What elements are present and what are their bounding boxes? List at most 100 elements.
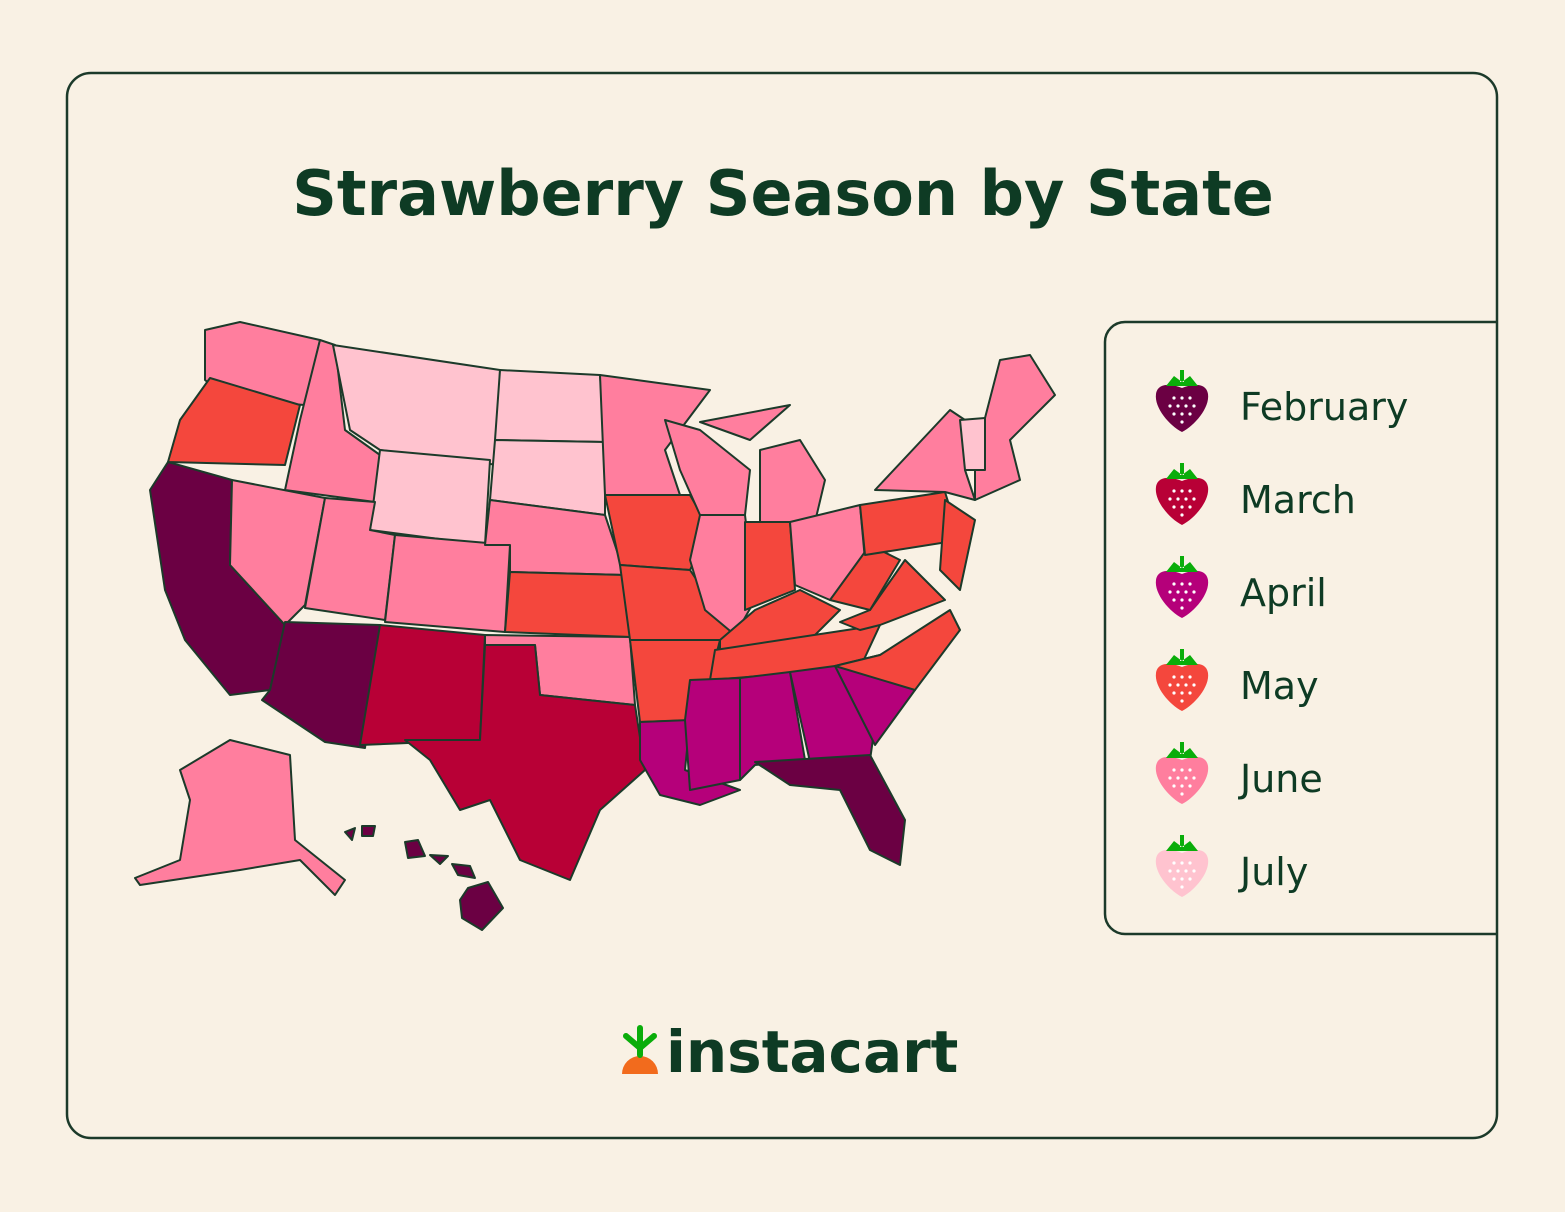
legend-label: July [1238, 850, 1308, 894]
state [459, 881, 504, 931]
strawberry-seed [1180, 489, 1184, 493]
state [599, 374, 711, 496]
strawberry-seed [1188, 768, 1192, 772]
strawberry-seed [1184, 497, 1188, 501]
state [344, 827, 356, 841]
strawberry-seed [1172, 768, 1176, 772]
strawberry-seed [1192, 869, 1196, 873]
state [974, 354, 1056, 501]
strawberry-seed [1180, 412, 1184, 416]
strawberry-icon [1155, 384, 1209, 432]
strawberry-seed [1176, 776, 1180, 780]
strawberry-seed [1184, 683, 1188, 687]
state [451, 863, 476, 879]
brand-logo: instacart [622, 1018, 958, 1086]
strawberry-icon [1155, 756, 1209, 804]
strawberry-seed [1188, 582, 1192, 586]
strawberry-seed [1180, 885, 1184, 889]
strawberry-seed [1180, 396, 1184, 400]
legend-box [1103, 320, 1497, 936]
strawberry-seed [1188, 784, 1192, 788]
strawberry-seed [1180, 861, 1184, 865]
state [404, 839, 426, 859]
legend-item: June [1155, 742, 1323, 804]
strawberry-seed [1172, 598, 1176, 602]
strawberry-leaves [1166, 370, 1198, 386]
state [699, 404, 791, 441]
state [494, 369, 606, 443]
strawberry-seed [1172, 396, 1176, 400]
strawberry-icon [1155, 849, 1209, 897]
carrot-icon [622, 1056, 658, 1074]
strawberry-seed [1184, 404, 1188, 408]
legend-label: February [1240, 385, 1408, 429]
state [834, 609, 961, 691]
legend-item: May [1155, 649, 1319, 711]
state [359, 624, 486, 746]
strawberry-seed [1192, 404, 1196, 408]
carrot-leaves [623, 1025, 657, 1058]
strawberry-seed [1192, 776, 1196, 780]
legend-item: February [1155, 370, 1408, 432]
strawberry-seed [1180, 768, 1184, 772]
strawberry-seed [1180, 420, 1184, 424]
strawberry-seed [1180, 675, 1184, 679]
strawberry-seed [1184, 590, 1188, 594]
strawberry-seed [1188, 505, 1192, 509]
strawberry-seed [1192, 683, 1196, 687]
state [744, 521, 796, 611]
strawberry-seed [1180, 784, 1184, 788]
strawberry-seed [1192, 590, 1196, 594]
state [684, 677, 741, 791]
state [959, 417, 986, 471]
frame [65, 71, 1499, 1140]
strawberry-seed [1192, 497, 1196, 501]
strawberry-seed [1176, 683, 1180, 687]
state [404, 644, 646, 881]
strawberry-seed [1176, 497, 1180, 501]
strawberry-seed [1172, 505, 1176, 509]
strawberry-seed [1188, 489, 1192, 493]
state [229, 479, 326, 626]
state [134, 739, 346, 896]
us-map [134, 321, 1056, 931]
state [754, 754, 906, 866]
strawberry-seed [1188, 396, 1192, 400]
strawberry-seed [1168, 590, 1172, 594]
state [369, 449, 491, 546]
legend-item: April [1155, 556, 1327, 618]
strawberry-seed [1180, 792, 1184, 796]
brand-name: instacart [666, 1018, 958, 1086]
strawberry-seed [1172, 877, 1176, 881]
strawberry-seed [1172, 582, 1176, 586]
state [429, 854, 449, 865]
strawberry-leaves [1166, 463, 1198, 479]
strawberry-icon [1155, 570, 1209, 618]
strawberry-seed [1172, 784, 1176, 788]
strawberry-seed [1180, 691, 1184, 695]
strawberry-seed [1168, 776, 1172, 780]
strawberry-icon [1155, 663, 1209, 711]
state [759, 439, 826, 526]
strawberry-seed [1188, 861, 1192, 865]
state [384, 534, 511, 633]
state [167, 377, 301, 466]
strawberry-seed [1180, 513, 1184, 517]
strawberry-seed [1168, 404, 1172, 408]
title: Strawberry Season by State [292, 157, 1274, 230]
state [789, 665, 876, 763]
state [504, 571, 631, 638]
strawberry-seed [1180, 505, 1184, 509]
legend-item: July [1155, 835, 1308, 897]
legend-label: June [1238, 757, 1323, 801]
strawberry-leaves [1166, 649, 1198, 665]
strawberry-seed [1180, 606, 1184, 610]
strawberry-seed [1188, 412, 1192, 416]
strawberry-seed [1168, 683, 1172, 687]
strawberry-seed [1180, 877, 1184, 881]
strawberry-seed [1172, 691, 1176, 695]
strawberry-seed [1180, 699, 1184, 703]
state [939, 499, 976, 591]
strawberry-leaves [1166, 835, 1198, 851]
